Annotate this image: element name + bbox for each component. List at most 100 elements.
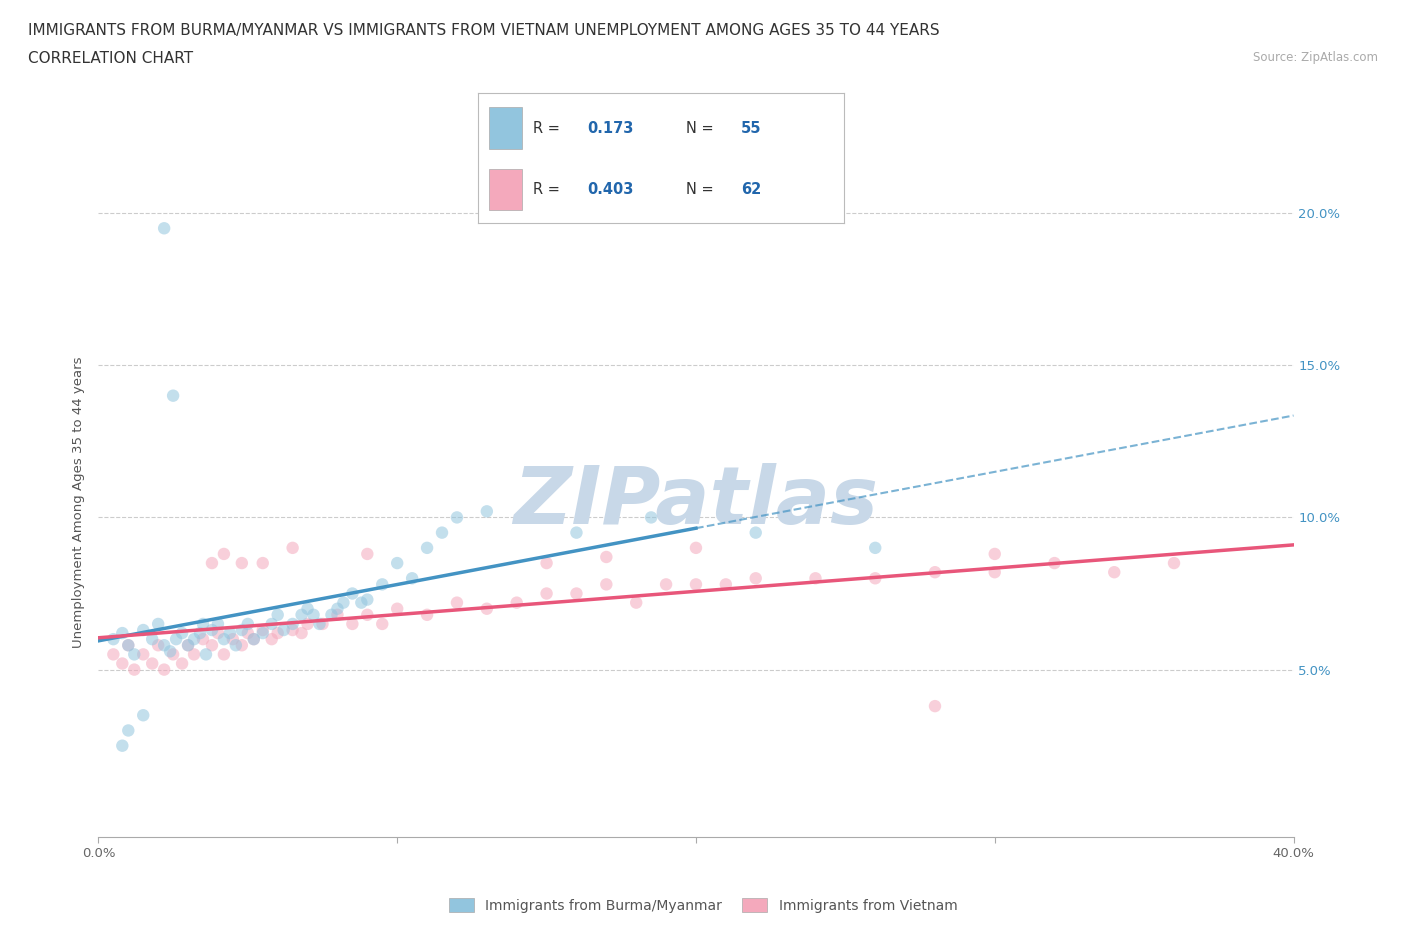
Text: R =: R = — [533, 182, 564, 197]
Point — [1163, 555, 1185, 570]
Point — [111, 626, 134, 641]
Point — [159, 644, 181, 658]
Point — [401, 571, 423, 586]
Text: N =: N = — [686, 121, 718, 136]
Legend: Immigrants from Burma/Myanmar, Immigrants from Vietnam: Immigrants from Burma/Myanmar, Immigrant… — [443, 893, 963, 919]
Point — [236, 626, 259, 641]
Point — [356, 547, 378, 562]
Point — [291, 607, 314, 622]
Point — [195, 647, 218, 662]
Point — [153, 662, 176, 677]
Point — [321, 607, 343, 622]
Point — [326, 607, 349, 622]
Point — [231, 555, 253, 570]
Point — [141, 631, 163, 646]
Point — [231, 638, 253, 653]
Point — [371, 617, 394, 631]
Point — [595, 577, 617, 591]
Point — [655, 577, 678, 591]
Point — [332, 595, 354, 610]
Y-axis label: Unemployment Among Ages 35 to 44 years: Unemployment Among Ages 35 to 44 years — [72, 356, 86, 648]
Point — [297, 617, 319, 631]
Point — [111, 738, 134, 753]
Point — [267, 626, 290, 641]
Point — [640, 510, 662, 525]
Point — [260, 631, 283, 646]
Point — [446, 595, 468, 610]
Point — [117, 638, 139, 653]
Point — [191, 617, 214, 631]
Point — [260, 617, 283, 631]
Point — [201, 555, 224, 570]
Text: CORRELATION CHART: CORRELATION CHART — [28, 51, 193, 66]
Point — [153, 220, 176, 235]
Point — [207, 617, 229, 631]
Point — [132, 647, 155, 662]
Point — [924, 565, 946, 579]
Point — [111, 656, 134, 671]
Point — [308, 617, 330, 631]
Point — [714, 577, 737, 591]
Point — [291, 626, 314, 641]
Point — [148, 617, 170, 631]
Point — [236, 617, 259, 631]
Point — [356, 592, 378, 607]
Point — [117, 723, 139, 737]
Point — [416, 607, 439, 622]
Point — [117, 638, 139, 653]
Point — [252, 626, 274, 641]
Point — [565, 586, 588, 601]
Text: ZIPatlas: ZIPatlas — [513, 463, 879, 541]
Text: 62: 62 — [741, 182, 762, 197]
Text: 0.173: 0.173 — [588, 121, 634, 136]
Point — [865, 571, 887, 586]
Point — [132, 708, 155, 723]
Point — [172, 626, 194, 641]
Point — [183, 631, 205, 646]
Point — [984, 565, 1007, 579]
Point — [865, 540, 887, 555]
Point — [475, 504, 498, 519]
Point — [385, 555, 409, 570]
Point — [243, 631, 266, 646]
Text: Source: ZipAtlas.com: Source: ZipAtlas.com — [1253, 51, 1378, 64]
Text: IMMIGRANTS FROM BURMA/MYANMAR VS IMMIGRANTS FROM VIETNAM UNEMPLOYMENT AMONG AGES: IMMIGRANTS FROM BURMA/MYANMAR VS IMMIGRA… — [28, 23, 939, 38]
Point — [177, 638, 200, 653]
Point — [326, 602, 349, 617]
Point — [342, 617, 364, 631]
Point — [1043, 555, 1066, 570]
FancyBboxPatch shape — [489, 107, 522, 149]
Point — [201, 622, 224, 637]
Point — [626, 595, 648, 610]
Point — [984, 547, 1007, 562]
Point — [281, 540, 304, 555]
Point — [172, 656, 194, 671]
Point — [506, 595, 529, 610]
Point — [595, 550, 617, 565]
Point — [207, 626, 229, 641]
Point — [430, 525, 453, 540]
Point — [924, 698, 946, 713]
Point — [191, 631, 214, 646]
Point — [177, 638, 200, 653]
Point — [416, 540, 439, 555]
Point — [148, 638, 170, 653]
Text: R =: R = — [533, 121, 564, 136]
Point — [536, 586, 558, 601]
Point — [342, 586, 364, 601]
Point — [188, 626, 211, 641]
Point — [475, 602, 498, 617]
Point — [685, 540, 707, 555]
Point — [201, 638, 224, 653]
Point — [153, 638, 176, 653]
Point — [446, 510, 468, 525]
Point — [225, 638, 247, 653]
Point — [297, 602, 319, 617]
Point — [165, 631, 187, 646]
Point — [183, 647, 205, 662]
Point — [222, 631, 245, 646]
Point — [252, 555, 274, 570]
Point — [1104, 565, 1126, 579]
Point — [124, 662, 146, 677]
Point — [124, 647, 146, 662]
